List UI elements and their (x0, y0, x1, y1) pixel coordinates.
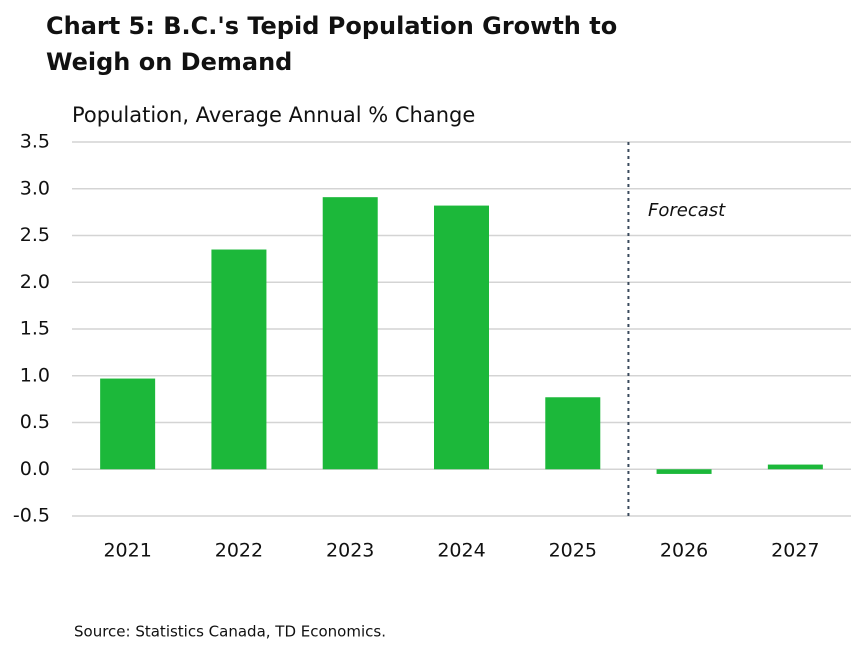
y-tick-label: 2.0 (20, 271, 50, 293)
x-tick-label: 2026 (660, 540, 708, 562)
bar (100, 378, 156, 470)
y-tick-label: 1.0 (20, 364, 50, 386)
bar (656, 469, 712, 474)
bar (322, 197, 378, 470)
axis-title: Population, Average Annual % Change (72, 103, 475, 127)
x-tick-label: 2022 (215, 540, 263, 562)
bar (434, 205, 489, 470)
annotation: Forecast (648, 200, 726, 221)
y-tick-label: 0.5 (20, 411, 50, 433)
bar (767, 464, 823, 470)
bar (211, 249, 267, 470)
x-tick-label: 2025 (549, 540, 597, 562)
y-tick-label: -0.5 (13, 505, 50, 527)
y-tick-label: 0.0 (20, 458, 50, 480)
y-tick-label: 3.5 (20, 131, 50, 153)
x-tick-label: 2021 (103, 540, 151, 562)
x-tick-label: 2024 (437, 540, 485, 562)
source: Source: Statistics Canada, TD Economics. (74, 623, 386, 641)
chart-title: Weigh on Demand (46, 48, 292, 76)
x-tick-label: 2027 (771, 540, 819, 562)
y-tick-label: 3.0 (20, 177, 50, 199)
y-tick-label: 2.5 (20, 224, 50, 246)
bar (545, 397, 601, 470)
chart-title: Chart 5: B.C.'s Tepid Population Growth … (46, 12, 617, 40)
x-tick-label: 2023 (326, 540, 374, 562)
y-tick-label: 1.5 (20, 318, 50, 340)
